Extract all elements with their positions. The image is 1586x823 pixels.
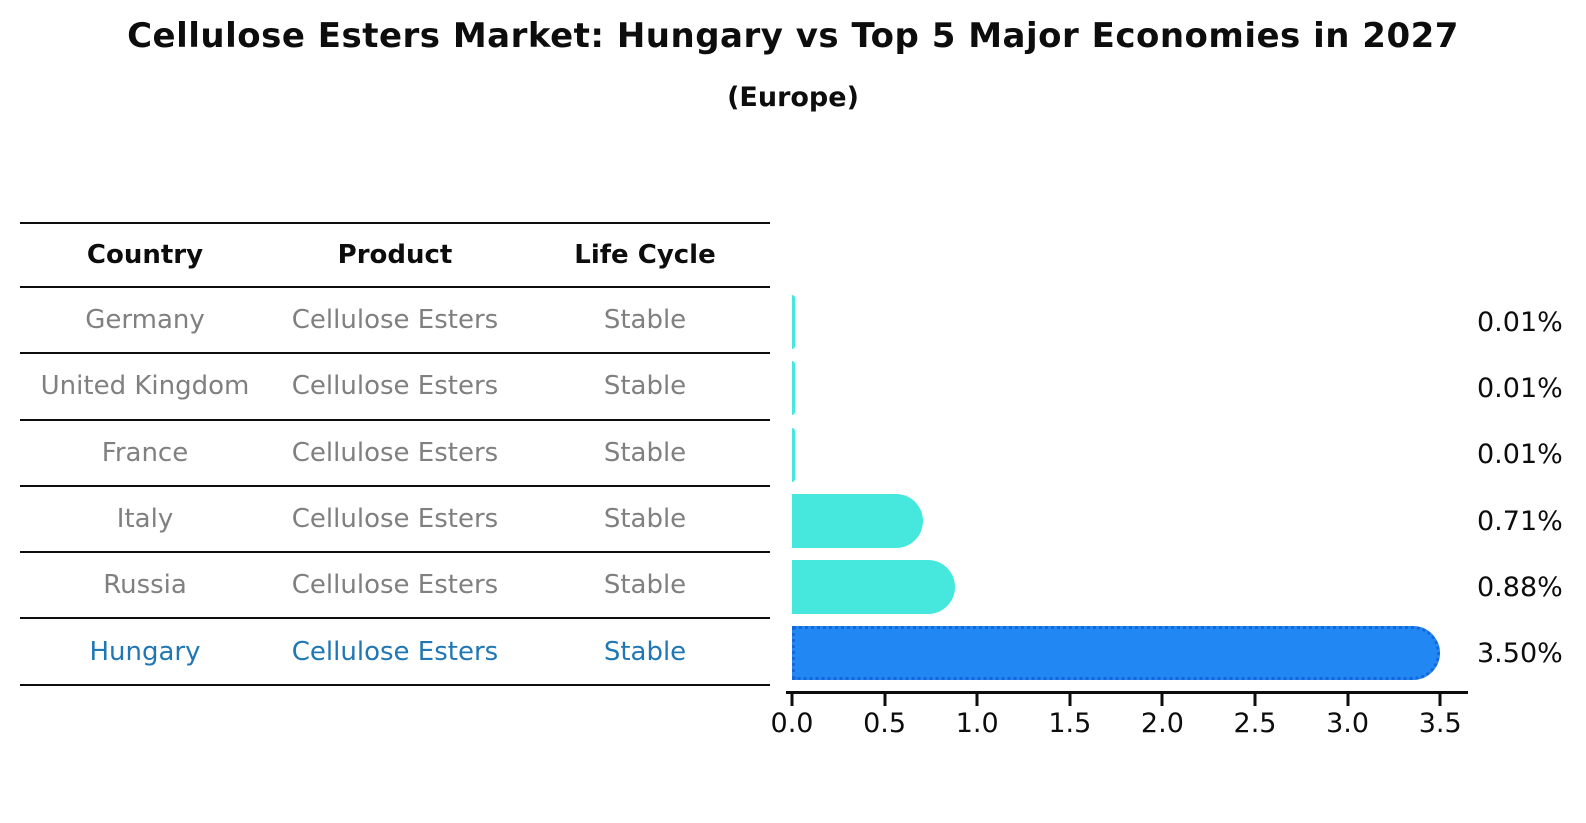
bar-russia	[792, 560, 955, 615]
cell-product: Cellulose Esters	[291, 305, 499, 336]
value-label-united-kingdom: 0.01%	[1477, 372, 1563, 404]
bar-row	[792, 289, 1468, 355]
x-axis-tick-labels: 0.0 0.5 1.0 1.5 2.0 2.5 3.0 3.5	[771, 708, 1468, 742]
cell-country: United Kingdom	[40, 371, 250, 402]
cell-life-cycle: Stable	[603, 570, 687, 601]
x-tick-mark	[1346, 694, 1350, 706]
x-tick-mark	[883, 694, 887, 706]
page-title: Cellulose Esters Market: Hungary vs Top …	[127, 16, 1459, 56]
x-tick-label: 3.5	[1418, 708, 1462, 739]
plot-area	[792, 289, 1468, 687]
cell-country: Italy	[116, 504, 174, 535]
cell-life-cycle: Stable	[603, 636, 687, 667]
x-tick-mark	[1253, 694, 1257, 706]
table-row-russia: Russia Cellulose Esters Stable	[20, 553, 770, 620]
cell-life-cycle: Stable	[603, 371, 687, 402]
value-label-germany: 0.01%	[1477, 306, 1563, 338]
page-subtitle: (Europe)	[727, 82, 859, 113]
x-tick-label: 1.0	[955, 708, 999, 739]
x-tick-label: 2.5	[1233, 708, 1277, 739]
bar-germany	[792, 295, 795, 349]
cell-life-cycle: Stable	[603, 305, 687, 336]
bar-row	[792, 488, 1468, 554]
bar-row	[792, 620, 1468, 686]
table-header-row: Country Product Life Cycle	[20, 222, 770, 288]
cell-product: Cellulose Esters	[291, 636, 499, 667]
column-header-product: Product	[337, 240, 453, 270]
x-axis-line	[786, 691, 1468, 694]
bar-row	[792, 355, 1468, 421]
cell-product: Cellulose Esters	[291, 504, 499, 535]
bar-france	[792, 427, 795, 482]
cell-country: Hungary	[89, 636, 201, 667]
x-tick-label: 1.5	[1048, 708, 1092, 739]
cell-country: Russia	[103, 570, 187, 601]
column-header-life-cycle: Life Cycle	[574, 240, 716, 270]
bar-row	[792, 554, 1468, 620]
value-label-russia: 0.88%	[1477, 571, 1563, 603]
x-tick-label: 0.0	[770, 708, 814, 739]
x-axis-ticks	[790, 694, 1468, 706]
cell-product: Cellulose Esters	[291, 570, 499, 601]
x-tick-label: 3.0	[1326, 708, 1370, 739]
column-header-country: Country	[86, 240, 204, 270]
table-row-hungary: Hungary Cellulose Esters Stable	[20, 619, 770, 686]
value-label-hungary: 3.50%	[1477, 638, 1563, 670]
cell-country: France	[101, 437, 189, 468]
cell-product: Cellulose Esters	[291, 437, 499, 468]
bar-united-kingdom	[792, 361, 795, 416]
bar-italy	[792, 493, 924, 548]
x-tick-mark	[1068, 694, 1072, 706]
bar-row	[792, 422, 1468, 488]
table-row-france: France Cellulose Esters Stable	[20, 421, 770, 487]
value-label-italy: 0.71%	[1477, 505, 1563, 537]
cell-country: Germany	[85, 305, 205, 336]
x-tick-mark	[1438, 694, 1442, 706]
cell-life-cycle: Stable	[603, 504, 687, 535]
value-label-france: 0.01%	[1477, 439, 1563, 471]
x-tick-label: 0.5	[863, 708, 907, 739]
x-tick-mark	[975, 694, 979, 706]
table-row-italy: Italy Cellulose Esters Stable	[20, 487, 770, 554]
country-info-table: Country Product Life Cycle Germany Cellu…	[20, 222, 770, 686]
x-tick-mark	[790, 694, 794, 706]
x-tick-label: 2.0	[1140, 708, 1184, 739]
cell-product: Cellulose Esters	[291, 371, 499, 402]
x-tick-mark	[1160, 694, 1164, 706]
cell-life-cycle: Stable	[603, 437, 687, 468]
bar-value-labels: 0.01% 0.01% 0.01% 0.71% 0.88% 3.50%	[1477, 289, 1586, 687]
bar-hungary	[792, 626, 1441, 681]
table-row-united-kingdom: United Kingdom Cellulose Esters Stable	[20, 354, 770, 421]
table-row-germany: Germany Cellulose Esters Stable	[20, 288, 770, 355]
